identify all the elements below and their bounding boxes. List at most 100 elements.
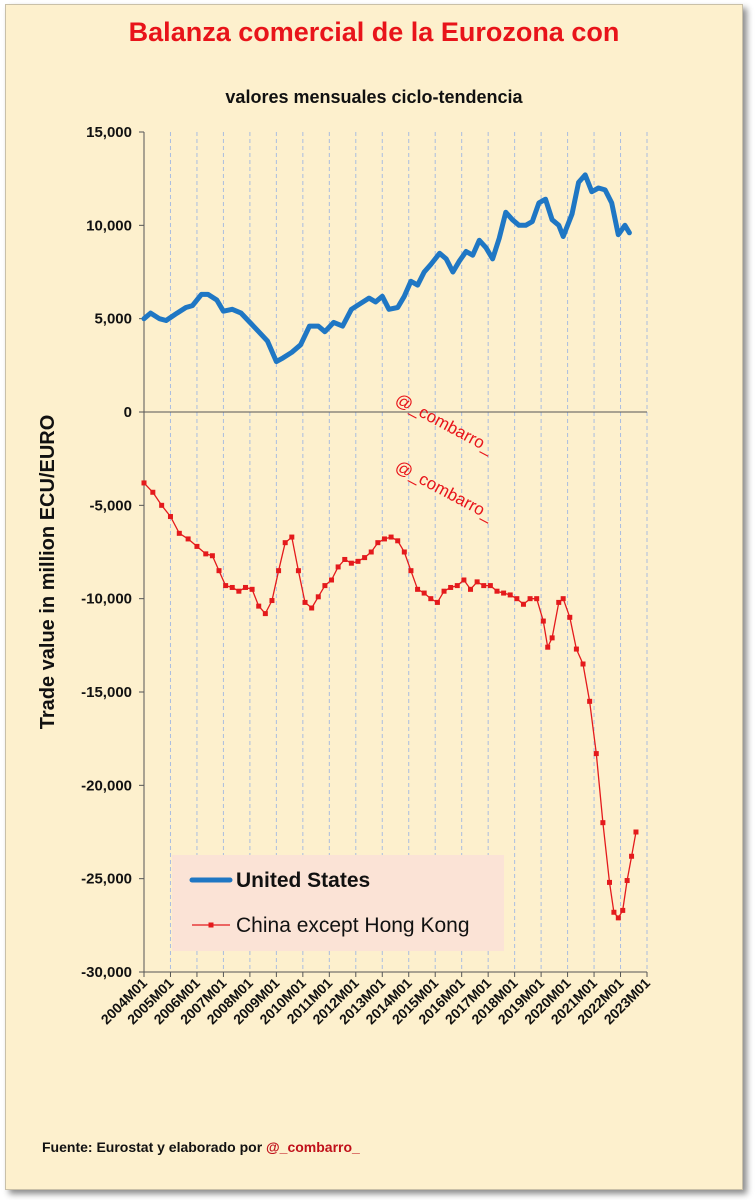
data-point-china: [322, 583, 328, 589]
source-handle: @_combarro_: [266, 1139, 360, 1155]
y-tick-label: -5,000: [89, 497, 132, 514]
data-point-china: [421, 590, 427, 596]
data-point-china: [388, 534, 394, 540]
data-point-china: [362, 555, 368, 561]
data-point-china: [342, 556, 348, 562]
data-point-china: [269, 598, 275, 604]
source-text: Fuente: Eurostat y elaborado por: [42, 1139, 267, 1155]
data-point-china: [395, 538, 401, 544]
y-tick-label: 15,000: [86, 124, 132, 141]
data-point-china: [408, 568, 414, 574]
data-point-china: [514, 596, 520, 602]
data-point-china: [329, 577, 335, 583]
data-point-china: [194, 543, 200, 549]
data-point-china: [507, 592, 513, 598]
data-point-china: [375, 540, 381, 546]
legend-label-china: China except Hong Kong: [236, 914, 470, 937]
data-point-china: [441, 588, 447, 594]
data-point-china: [302, 599, 308, 605]
data-point-china: [176, 530, 182, 536]
data-point-china: [468, 586, 474, 592]
line-chart: 15,000 10,000 5,000 0 -5,000 -10,000 -15,000 -2…: [37, 124, 653, 1027]
data-point-china: [167, 514, 173, 520]
data-point-china: [534, 596, 540, 602]
data-point-china: [348, 560, 354, 566]
data-point-china: [587, 698, 593, 704]
data-point-china: [282, 540, 288, 546]
data-point-china: [560, 596, 566, 602]
data-point-china: [556, 599, 562, 605]
data-point-china: [216, 568, 222, 574]
data-point-china: [549, 635, 555, 641]
y-tick-label: 0: [124, 404, 132, 421]
y-tick-label: -15,000: [81, 684, 132, 701]
data-point-china: [141, 480, 147, 486]
data-point-china: [209, 553, 215, 559]
data-point-china: [355, 558, 361, 564]
data-point-china: [620, 907, 626, 913]
data-point-china: [262, 611, 268, 617]
y-tick-label: 5,000: [94, 311, 132, 328]
data-point-china: [545, 644, 551, 650]
data-point-china: [315, 594, 321, 600]
data-point-china: [428, 596, 434, 602]
series-line-united-states: [141, 172, 632, 365]
chart-title: Balanza comercial de la Eurozona con: [128, 17, 620, 47]
data-point-china: [593, 751, 599, 757]
data-point-china: [289, 534, 295, 540]
data-point-china: [368, 549, 374, 555]
data-point-china: [276, 568, 282, 574]
data-point-china: [229, 584, 235, 590]
legend-label-united-states: United States: [236, 869, 370, 892]
watermark-annotation: @_combarro_: [392, 457, 497, 525]
y-tick-label: 10,000: [86, 217, 132, 234]
data-point-china: [580, 661, 586, 667]
data-point-china: [615, 915, 621, 921]
y-tick-label: -25,000: [81, 871, 132, 888]
data-point-china: [461, 577, 467, 583]
legend-marker-china: [208, 922, 214, 928]
data-point-china: [633, 829, 639, 835]
data-point-china: [540, 618, 546, 624]
data-point-china: [624, 878, 630, 884]
chart-panel: Balanza comercial de la Eurozona con val…: [5, 4, 743, 1190]
data-point-china: [600, 820, 606, 826]
y-tick-label: -10,000: [81, 591, 132, 608]
data-point-china: [454, 583, 460, 589]
data-point-china: [256, 603, 262, 609]
y-tick-label: -20,000: [81, 777, 132, 794]
data-point-china: [236, 588, 242, 594]
legend-box: [172, 855, 504, 951]
y-axis-label: Trade value in million ECU/EURO: [37, 415, 59, 730]
data-point-china: [309, 605, 315, 611]
data-point-china: [381, 536, 387, 542]
data-point-china: [434, 599, 440, 605]
data-point-china: [295, 568, 301, 574]
data-point-china: [401, 549, 407, 555]
data-point-china: [474, 579, 480, 585]
data-point-china: [611, 909, 617, 915]
data-point-china: [448, 584, 454, 590]
data-point-china: [527, 596, 533, 602]
data-point-china: [487, 583, 493, 589]
data-point-china: [415, 586, 421, 592]
data-point-china: [335, 564, 341, 570]
data-point-china: [606, 879, 612, 885]
data-point-china: [501, 590, 507, 596]
series-line-china: [143, 482, 637, 919]
data-point-china: [150, 489, 156, 495]
data-point-china: [520, 601, 526, 607]
data-point-china: [629, 853, 635, 859]
data-point-china: [223, 583, 229, 589]
data-point-china: [573, 646, 579, 652]
data-point-china: [249, 586, 255, 592]
y-tick-label: -30,000: [81, 964, 132, 981]
chart-subtitle: valores mensuales ciclo-tendencia: [225, 87, 523, 107]
data-point-china: [185, 536, 191, 542]
data-point-china: [494, 588, 500, 594]
data-point-china: [481, 583, 487, 589]
source-note: Fuente: Eurostat y elaborado por @_comba…: [42, 1139, 360, 1155]
data-point-china: [242, 584, 248, 590]
data-point-china: [159, 502, 165, 508]
watermark-annotation: @_combarro_: [392, 390, 497, 458]
